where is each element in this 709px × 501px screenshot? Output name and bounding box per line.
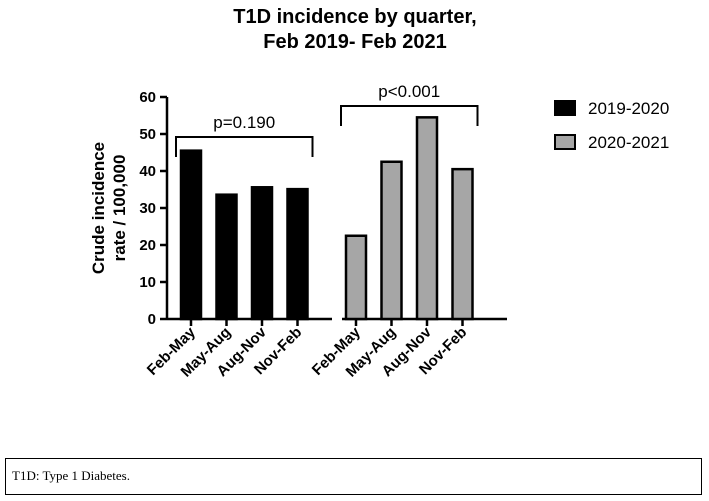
- legend-label: 2019-2020: [588, 99, 669, 118]
- y-tick-label: 50: [139, 126, 156, 143]
- bar: [415, 116, 439, 321]
- caption-text: T1D: Type 1 Diabetes.: [12, 468, 130, 483]
- bar: [344, 234, 368, 321]
- chart-title-line-1: T1D incidence by quarter,: [233, 6, 476, 28]
- y-tick-label: 30: [139, 200, 156, 217]
- caption-box: T1D: Type 1 Diabetes.: [5, 458, 702, 495]
- y-tick-label: 60: [139, 89, 156, 106]
- bar: [179, 149, 203, 321]
- chart-title-line-2: Feb 2019- Feb 2021: [263, 31, 446, 53]
- significance-bracket: [340, 105, 479, 126]
- bar: [250, 186, 274, 321]
- y-tick-label: 20: [139, 237, 156, 254]
- bar: [380, 160, 403, 321]
- legend-swatch: [554, 134, 576, 150]
- significance-bracket: [175, 136, 314, 157]
- bar: [451, 167, 474, 321]
- y-axis-title-line-1: Crude incidence: [89, 142, 108, 274]
- significance-label: p=0.190: [213, 113, 275, 132]
- legend-swatch: [554, 100, 576, 116]
- y-tick-label: 10: [139, 274, 156, 291]
- bar: [215, 193, 238, 321]
- bar-chart: T1D incidence by quarter, Feb 2019- Feb …: [89, 6, 669, 381]
- bar: [286, 187, 309, 321]
- y-tick-label: 0: [148, 311, 156, 328]
- y-tick-label: 40: [139, 163, 156, 180]
- y-axis-title: Crude incidence rate / 100,000: [89, 142, 129, 274]
- plot-area: 0102030405060Feb-MayMay-AugAug-NovNov-Fe…: [139, 82, 669, 381]
- significance-label: p<0.001: [378, 82, 440, 101]
- y-axis-title-line-2: rate / 100,000: [110, 155, 129, 262]
- legend-label: 2020-2021: [588, 133, 669, 152]
